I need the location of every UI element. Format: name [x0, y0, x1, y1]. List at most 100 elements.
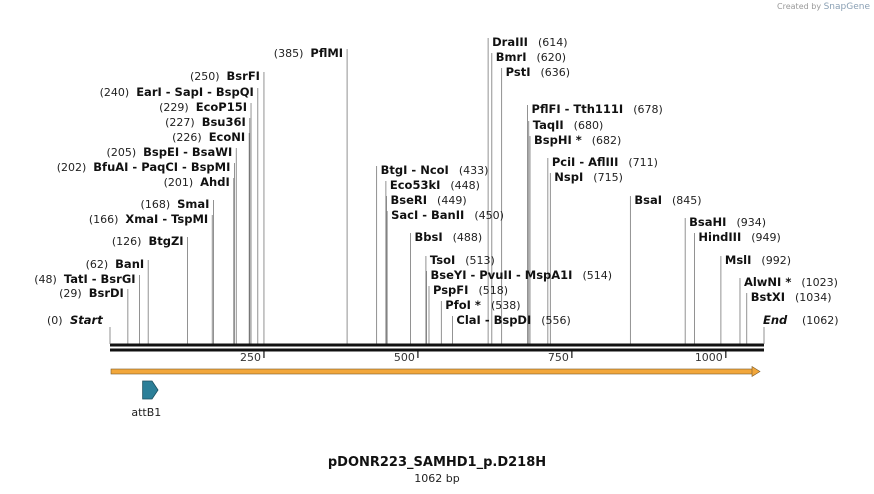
enzyme-label-bsu36i[interactable]: Bsu36I: [202, 115, 246, 129]
enzyme-pos-msli: (992): [761, 254, 791, 267]
enzyme-label-saci-banii[interactable]: SacI - BanII: [391, 208, 464, 222]
enzyme-pos-pcii-afliii: (711): [628, 156, 658, 169]
enzyme-label-nspi[interactable]: NspI: [554, 170, 583, 184]
enzyme-label-msli[interactable]: MslI: [725, 253, 752, 267]
enzyme-pos-draiii: (614): [538, 36, 568, 49]
enzyme-pos-nspi: (715): [593, 171, 623, 184]
enzyme-pos-pflmi: (385): [274, 47, 304, 60]
enzyme-pos-bsai: (845): [672, 194, 702, 207]
enzyme-pos-eco53ki: (448): [450, 179, 480, 192]
enzyme-pos-taqii: (680): [574, 119, 604, 132]
enzyme-label-psti[interactable]: PstI: [506, 65, 531, 79]
enzyme-label-btgzi[interactable]: BtgZI: [148, 234, 183, 248]
enzyme-label-clai-bspdi[interactable]: ClaI - BspDI: [456, 313, 531, 327]
enzyme-pos-btgzi: (126): [112, 235, 142, 248]
enzyme-label-bspei-bsawi[interactable]: BspEI - BsaWI: [143, 145, 232, 159]
enzyme-labels: PflMI (385) BsrFI (250) EarI - SapI - BspQI (…: [34, 35, 838, 327]
enzyme-pos-smai: (168): [141, 198, 171, 211]
enzyme-pos-hindiii: (949): [751, 231, 781, 244]
enzyme-pos-eari-sapi-bspqi: (240): [100, 86, 130, 99]
enzyme-label-bseyi-pvuii-mspa1i[interactable]: BseYI - PvuII - MspA1I: [431, 268, 573, 282]
enzyme-pos-bbsi: (488): [453, 231, 483, 244]
enzyme-label-tati-bsrgi[interactable]: TatI - BsrGI: [64, 272, 136, 286]
enzyme-label-draiii[interactable]: DraIII: [492, 35, 528, 49]
enzyme-label-xmai-tspmi[interactable]: XmaI - TspMI: [125, 212, 208, 226]
enzyme-label-smai[interactable]: SmaI: [177, 197, 209, 211]
tick-label-750: 750: [548, 351, 569, 364]
ruler-ticks: 250 500 750 1000: [240, 351, 727, 364]
enzyme-label-bseri[interactable]: BseRI: [391, 193, 428, 207]
enzyme-pos-bspei-bsawi: (205): [107, 146, 137, 159]
enzyme-pos-saci-banii: (450): [474, 209, 504, 222]
enzyme-pos-bsrfi: (250): [190, 70, 220, 83]
enzyme-pos-bsahi: (934): [736, 216, 766, 229]
tick-label-250: 250: [240, 351, 261, 364]
enzyme-pos-bmri: (620): [537, 51, 567, 64]
enzyme-label-econi[interactable]: EcoNI: [209, 130, 245, 144]
tick-label-500: 500: [394, 351, 415, 364]
enzyme-pos-econi: (226): [172, 131, 202, 144]
enzyme-label-pspfi[interactable]: PspFI: [433, 283, 468, 297]
enzyme-label-pflmi[interactable]: PflMI: [310, 46, 343, 60]
enzyme-label-eari-sapi-bspqi[interactable]: EarI - SapI - BspQI: [136, 85, 254, 99]
enzyme-label-taqii[interactable]: TaqII: [533, 118, 564, 132]
insert-feature-bar[interactable]: [110, 368, 755, 375]
enzyme-pos-bseyi-pvuii-mspa1i: (514): [582, 269, 612, 282]
enzyme-pos-tati-bsrgi: (48): [34, 273, 57, 286]
enzyme-pos-btgi-ncoi: (433): [459, 164, 489, 177]
enzyme-label-bsrfi[interactable]: BsrFI: [227, 69, 260, 83]
enzyme-label-bsphi[interactable]: BspHI *: [534, 133, 582, 147]
enzyme-label-eco53ki[interactable]: Eco53kI: [390, 178, 441, 192]
enzyme-pos-tsoi: (513): [465, 254, 495, 267]
enzyme-pos-xmai-tspmi: (166): [89, 213, 119, 226]
enzyme-label-bsahi[interactable]: BsaHI: [689, 215, 726, 229]
enzyme-pos-bfuai-paqci-bspmi: (202): [57, 161, 87, 174]
enzyme-pos-pflfi-tth111i: (678): [633, 103, 663, 116]
enzyme-pos-bsrdi: (29): [59, 287, 82, 300]
enzyme-label-ahdi[interactable]: AhdI: [200, 175, 230, 189]
snapgene-brand: SnapGene: [823, 2, 870, 12]
start-label: Start: [70, 313, 103, 327]
snapgene-credit: Created by SnapGene: [777, 2, 870, 12]
enzyme-label-alwni[interactable]: AlwNI *: [744, 275, 791, 289]
start-pos: (0): [47, 314, 63, 327]
feature-track: attB1: [110, 365, 761, 419]
end-pos: (1062): [802, 314, 839, 327]
attb1-feature-arrow[interactable]: [142, 380, 159, 400]
credit-prefix: Created by: [777, 2, 822, 11]
enzyme-label-bbsi[interactable]: BbsI: [415, 230, 443, 244]
map-title: pDONR223_SAMHD1_p.D218H: [327, 455, 547, 470]
enzyme-label-btgi-ncoi[interactable]: BtgI - NcoI: [381, 163, 449, 177]
enzyme-pos-bstxi: (1034): [795, 291, 832, 304]
enzyme-label-pflfi-tth111i[interactable]: PflFI - Tth111I: [532, 102, 624, 116]
enzyme-pos-ahdi: (201): [164, 176, 194, 189]
sequence-ends: Start (0) End (1062): [47, 313, 839, 344]
cut-site-lines: [127, 38, 748, 344]
insert-feature-arrowhead: [751, 365, 761, 378]
enzyme-label-bsrdi[interactable]: BsrDI: [89, 286, 124, 300]
enzyme-label-hindiii[interactable]: HindIII: [698, 230, 741, 244]
enzyme-pos-bsu36i: (227): [165, 116, 195, 129]
enzyme-label-bfuai-paqci-bspmi[interactable]: BfuAI - PaqCI - BspMI: [93, 160, 230, 174]
enzyme-label-bsai[interactable]: BsaI: [634, 193, 662, 207]
enzyme-label-bstxi[interactable]: BstXI: [751, 290, 785, 304]
attb1-label: attB1: [131, 406, 161, 419]
enzyme-label-bani[interactable]: BanI: [115, 257, 144, 271]
enzyme-pos-pfoi: (538): [491, 299, 521, 312]
enzyme-pos-bsphi: (682): [592, 134, 622, 147]
enzyme-pos-clai-bspdi: (556): [541, 314, 571, 327]
enzyme-label-tsoi[interactable]: TsoI: [430, 253, 455, 267]
enzyme-label-bmri[interactable]: BmrI: [496, 50, 527, 64]
enzyme-pos-bseri: (449): [437, 194, 467, 207]
enzyme-pos-alwni: (1023): [801, 276, 838, 289]
enzyme-label-ecop15i[interactable]: EcoP15I: [196, 100, 247, 114]
tick-label-1000: 1000: [695, 351, 723, 364]
map-length: 1062 bp: [414, 472, 460, 485]
enzyme-pos-psti: (636): [541, 66, 571, 79]
plasmid-linear-map: 250 500 750 1000 PflMI (385) BsrFI (250) EarI -…: [34, 35, 839, 419]
enzyme-label-pcii-afliii[interactable]: PciI - AflIII: [552, 155, 619, 169]
enzyme-pos-ecop15i: (229): [159, 101, 189, 114]
enzyme-pos-pspfi: (518): [478, 284, 508, 297]
enzyme-label-pfoi[interactable]: PfoI *: [445, 298, 481, 312]
sequence-backbone: [110, 343, 764, 352]
